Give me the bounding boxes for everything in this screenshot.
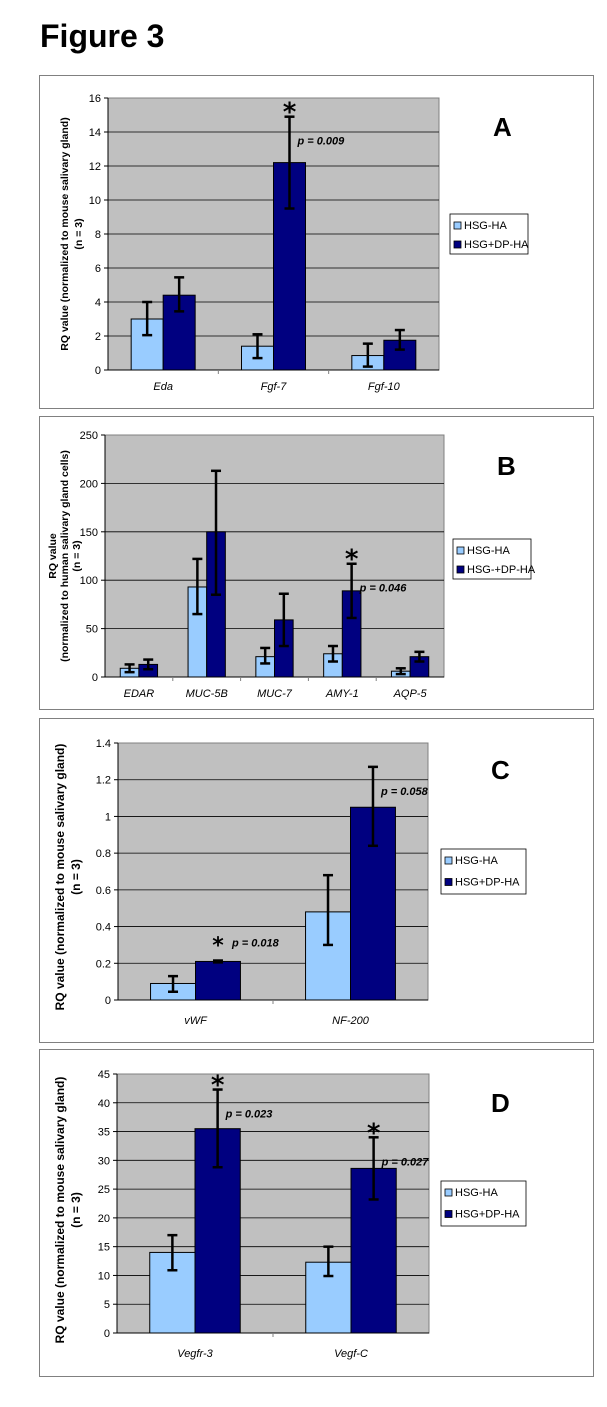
x-tick-label: Fgf-10 [368,381,401,393]
significance-star: * [283,98,297,128]
p-value-label: p = 0.058 [380,786,429,798]
y-tick-label: 1.2 [96,775,111,787]
y-axis-label: (n = 3) [69,1192,83,1228]
x-tick-label: Fgf-7 [261,381,288,393]
y-tick-label: 40 [98,1098,110,1110]
y-tick-label: 0.2 [96,958,111,970]
y-tick-label: 25 [98,1184,110,1196]
panel-c: 0 0.2 0.4 0.6 0.8 1 1.2 1.4 vWF NF-200 * p = 0.018 p… [39,718,594,1043]
significance-star: * [345,545,359,575]
x-tick-label: EDAR [124,688,155,700]
y-tick-label: 0.4 [96,922,111,934]
panel-letter: A [493,112,512,142]
y-axis-label: RQ value (normalized to mouse salivary g… [53,744,67,1011]
y-tick-label: 30 [98,1155,110,1167]
y-tick-label: 15 [98,1242,110,1254]
y-axis-label: RQ value [47,533,59,579]
bar-hsg-dp-ha-vwf [195,960,241,1001]
y-axis-label: (n = 3) [71,540,83,571]
panel-letter: D [491,1088,510,1118]
y-tick-label: 10 [98,1270,110,1282]
y-tick-label: 150 [80,527,98,539]
legend-label: HSG-HA [455,1187,498,1199]
y-tick-label: 200 [80,478,98,490]
legend-label: HSG-HA [455,855,498,867]
x-tick-label: Eda [153,381,173,393]
p-value-label: p = 0.018 [231,938,280,950]
significance-star: * [212,934,224,959]
legend-swatch [456,565,465,574]
y-tick-label: 100 [80,575,98,587]
x-tick-label: MUC-7 [257,688,293,700]
p-value-label: p = 0.009 [296,136,345,148]
panel-a: 0 2 4 6 8 10 12 14 16 Eda Fgf-7 Fgf-10 * p = 0.009 RQ … [39,75,594,409]
x-tick-label: MUC-5B [186,688,228,700]
y-tick-label: 50 [86,624,98,636]
legend-swatch [456,546,465,555]
y-tick-label: 250 [80,430,98,442]
panel-d: 0 5 10 15 20 25 30 35 40 45 Vegfr-3 Vegf-C * p = 0.02… [39,1049,594,1377]
panel-b: 0 50 100 150 200 250 EDAR MUC-5B MUC-7 AMY-1 AQP-5… [39,416,594,710]
x-tick-label: Vegfr-3 [177,1348,213,1360]
x-tick-label: AMY-1 [325,688,359,700]
y-tick-label: 0 [105,995,111,1007]
y-axis-label: RQ value (normalized to mouse salivary g… [53,1077,67,1344]
y-tick-label: 14 [89,127,101,139]
y-tick-label: 4 [95,297,101,309]
p-value-label: p = 0.046 [359,583,408,595]
y-tick-label: 0 [92,672,98,684]
panel-letter: B [497,451,516,481]
p-value-label: p = 0.027 [381,1156,430,1168]
figure-title: Figure 3 [40,18,165,54]
y-axis-label: RQ value (normalized to mouse salivary g… [59,117,71,350]
y-tick-label: 0.6 [96,885,111,897]
legend-swatch [444,1188,453,1197]
y-tick-label: 0 [104,1328,110,1340]
legend-box [440,848,527,895]
y-tick-label: 10 [89,195,101,207]
chart-svg-c: 0 0.2 0.4 0.6 0.8 1 1.2 1.4 vWF NF-200 * p = 0.018 p… [53,738,527,1027]
y-tick-label: 1.4 [96,738,111,750]
chart-svg-b: 0 50 100 150 200 250 EDAR MUC-5B MUC-7 AMY-1 AQP-5… [47,430,536,700]
y-tick-label: 20 [98,1213,110,1225]
legend-label: HSG-+DP-HA [467,564,536,576]
x-tick-label: NF-200 [332,1015,370,1027]
y-axis-label: (n = 3) [73,218,85,249]
legend-box [452,538,532,580]
legend-label: HSG+DP-HA [455,1209,520,1221]
p-value-label: p = 0.023 [225,1109,273,1121]
legend-swatch [444,878,453,886]
y-tick-label: 35 [98,1127,110,1139]
y-tick-label: 45 [98,1069,110,1081]
legend-label: HSG-HA [464,220,507,232]
legend-swatch [444,1210,453,1218]
legend-box [440,1180,527,1227]
y-tick-label: 2 [95,331,101,343]
panel-letter: C [491,755,510,785]
y-tick-label: 16 [89,93,101,105]
legend-swatch [453,240,462,249]
significance-star: * [367,1118,381,1148]
legend-label: HSG-HA [467,545,510,557]
legend-box [449,213,529,255]
y-tick-label: 1 [105,811,111,823]
legend-label: HSG+DP-HA [455,877,520,889]
y-tick-label: 0 [95,365,101,377]
x-tick-label: AQP-5 [393,688,428,700]
legend-swatch [453,221,462,230]
y-axis-label: (n = 3) [69,859,83,895]
legend-label: HSG+DP-HA [464,239,529,251]
legend-swatch [444,856,453,865]
y-tick-label: 8 [95,229,101,241]
y-tick-label: 6 [95,263,101,275]
x-tick-label: Vegf-C [334,1348,368,1360]
x-tick-label: vWF [184,1015,208,1027]
y-tick-label: 5 [104,1299,110,1311]
y-axis-label: (normalized to human salivary gland cell… [59,450,71,662]
chart-svg-a: 0 2 4 6 8 10 12 14 16 Eda Fgf-7 Fgf-10 * p = 0.009 RQ … [59,93,529,393]
y-tick-label: 0.8 [96,848,111,860]
y-tick-label: 12 [89,161,101,173]
significance-star: * [211,1071,225,1101]
